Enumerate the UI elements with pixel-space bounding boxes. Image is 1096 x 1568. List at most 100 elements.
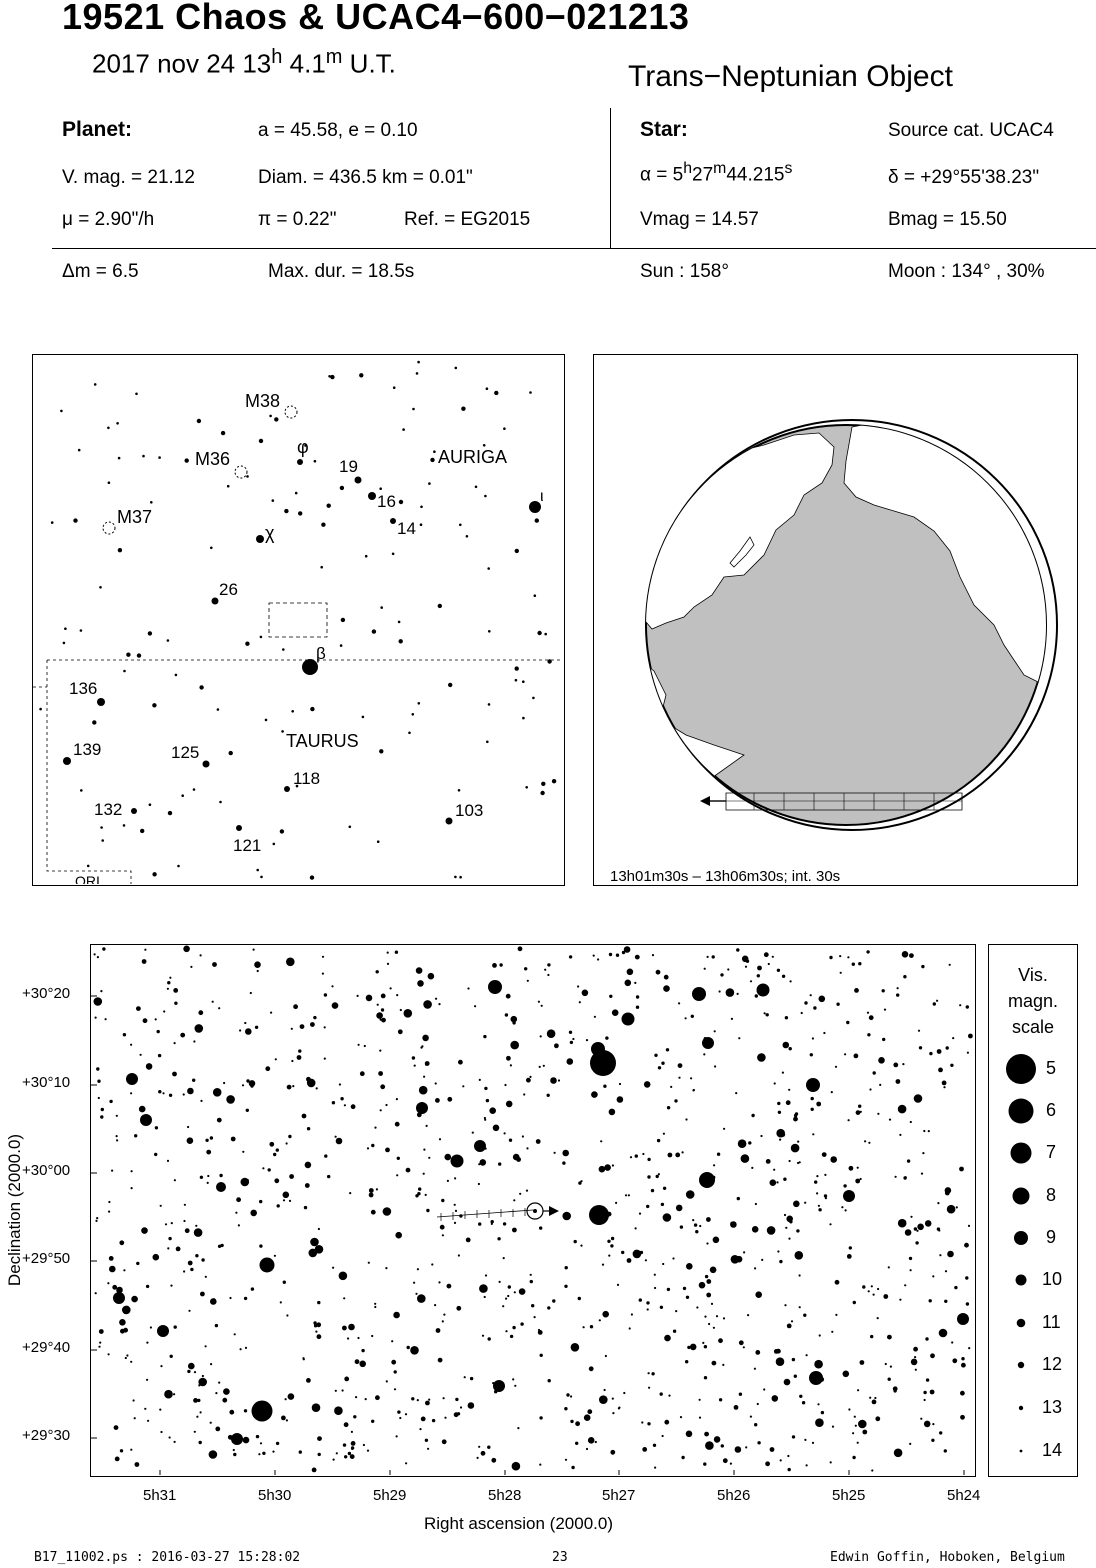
field-star xyxy=(508,1138,513,1142)
field-star xyxy=(382,1207,392,1216)
field-star xyxy=(562,1149,569,1157)
field-star xyxy=(204,1345,207,1348)
event-datetime: 2017 nov 24 13h 4.1m U.T. xyxy=(92,46,396,80)
field-star xyxy=(914,1356,917,1359)
field-star xyxy=(457,1254,460,1257)
x-tick-label: 5h27 xyxy=(602,1487,636,1504)
field-star xyxy=(413,1064,416,1067)
field-star xyxy=(183,1203,186,1206)
field-star xyxy=(756,1402,759,1406)
field-star xyxy=(207,1174,210,1178)
field-star xyxy=(167,981,171,985)
field-star xyxy=(787,1454,790,1458)
field-star xyxy=(878,1057,885,1064)
field-star xyxy=(199,1175,204,1179)
field-star xyxy=(279,1301,282,1304)
field-star xyxy=(661,1061,665,1065)
finder-star xyxy=(361,715,365,719)
finder-star xyxy=(220,430,226,436)
field-star xyxy=(323,1057,326,1060)
field-star xyxy=(492,1124,500,1132)
finder-star xyxy=(454,366,458,370)
field-star xyxy=(380,1084,386,1090)
field-star xyxy=(910,1358,918,1366)
field-star xyxy=(839,971,842,974)
field-star xyxy=(152,1253,160,1261)
field-star xyxy=(960,1414,965,1420)
field-star xyxy=(704,1431,709,1437)
finder-star xyxy=(116,422,119,425)
field-star xyxy=(675,1204,683,1212)
finder-star xyxy=(461,406,466,411)
bright-star-1 xyxy=(590,1050,616,1076)
field-star xyxy=(703,1053,706,1056)
field-star xyxy=(374,1305,377,1309)
target-star xyxy=(533,1209,537,1213)
field-star xyxy=(578,1181,582,1185)
field-star xyxy=(692,1088,696,1092)
field-star xyxy=(855,1178,861,1184)
field-star xyxy=(354,1359,360,1365)
field-star xyxy=(896,987,899,990)
field-star xyxy=(754,1267,757,1270)
finder-star xyxy=(260,875,263,879)
field-star xyxy=(173,1440,176,1443)
field-star xyxy=(410,1346,419,1355)
field-star xyxy=(270,1011,273,1014)
field-star xyxy=(254,961,261,968)
field-star xyxy=(438,1138,442,1141)
field-star xyxy=(844,1053,847,1056)
finder-star xyxy=(117,456,121,460)
field-star xyxy=(265,1066,271,1072)
field-star xyxy=(223,1081,226,1085)
field-star xyxy=(431,1418,436,1423)
field-star xyxy=(441,1320,444,1323)
field-star xyxy=(282,1191,290,1199)
finder-star xyxy=(391,552,395,556)
field-star xyxy=(385,1147,390,1153)
field-star xyxy=(122,1305,131,1315)
field-star xyxy=(425,1124,428,1127)
field-star xyxy=(159,1204,162,1207)
field-star xyxy=(603,1388,606,1392)
field-star xyxy=(893,1448,903,1458)
label-103: 103 xyxy=(455,801,483,820)
field-star xyxy=(463,1376,466,1379)
field-star xyxy=(564,1266,568,1270)
field-star xyxy=(681,1151,684,1154)
field-star xyxy=(769,1447,775,1452)
field-star xyxy=(509,1334,514,1339)
field-star xyxy=(784,1304,787,1307)
field-star xyxy=(932,1002,936,1006)
field-star xyxy=(647,1157,651,1162)
field-star xyxy=(628,1327,631,1330)
field-star xyxy=(197,1398,201,1403)
field-star xyxy=(102,947,106,951)
field-star xyxy=(209,1136,214,1140)
field-star xyxy=(789,980,792,983)
field-star xyxy=(478,1078,481,1081)
field-star xyxy=(357,1043,360,1046)
label-m38: M38 xyxy=(245,391,280,411)
field-star xyxy=(245,1028,252,1035)
field-star xyxy=(258,1453,261,1456)
field-star xyxy=(706,1217,711,1222)
field-star xyxy=(131,1295,138,1303)
field-star xyxy=(657,1066,662,1070)
field-star xyxy=(582,1326,585,1329)
field-star xyxy=(611,1164,615,1167)
field-star xyxy=(968,1033,973,1039)
finder-star xyxy=(313,459,317,463)
field-star xyxy=(642,1152,645,1156)
field-star xyxy=(259,1199,263,1204)
field-star xyxy=(735,1092,738,1095)
field-star xyxy=(588,1366,594,1372)
field-star xyxy=(332,1458,335,1461)
field-star xyxy=(314,1245,324,1254)
field-star xyxy=(854,988,859,993)
field-star xyxy=(444,1416,447,1419)
field-star xyxy=(94,1292,97,1295)
field-star xyxy=(459,1406,463,1409)
field-star xyxy=(623,946,631,953)
field-star xyxy=(617,1407,621,1410)
